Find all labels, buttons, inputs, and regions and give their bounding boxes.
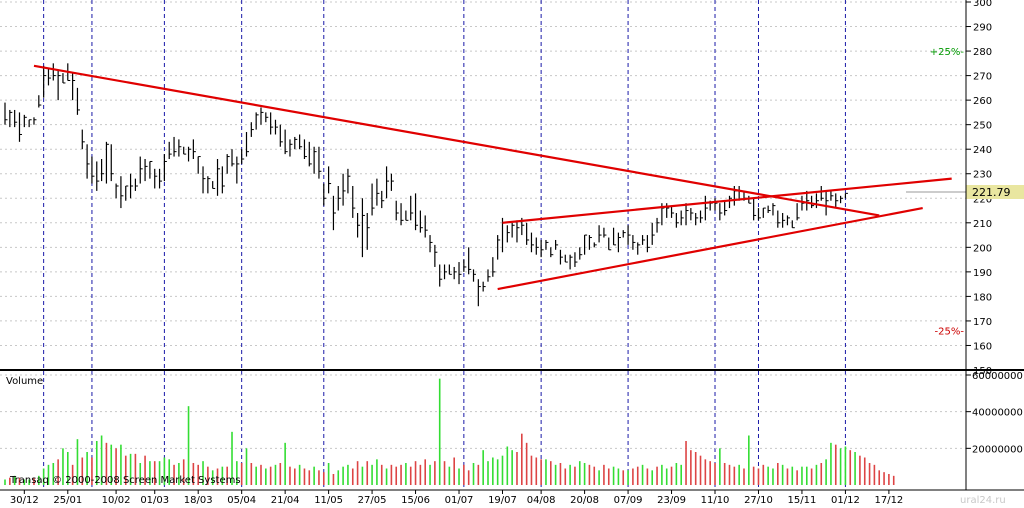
- date-tick-label: 27/05: [358, 495, 387, 506]
- current-price-tag: 221.79: [906, 185, 1024, 199]
- price-tick-label: 170: [973, 317, 992, 328]
- price-grid: [0, 1, 966, 371]
- trendlines: [33, 64, 952, 291]
- date-tick-label: 23/09: [657, 495, 686, 506]
- price-tick-label: 190: [973, 268, 992, 279]
- date-axis: 30/12 25/01 10/02 01/03 18/03 05/04 21/04 11/05…: [10, 490, 903, 506]
- price-tick-label: 250: [973, 121, 992, 132]
- trendline: [497, 206, 923, 291]
- volume-title: Volume: [6, 376, 43, 387]
- price-tick-label: 200: [973, 243, 992, 254]
- price-tick-label: 220: [973, 194, 992, 205]
- date-tick-label: 11/05: [314, 495, 343, 506]
- price-tick-label: 260: [973, 96, 992, 107]
- date-tick-label: 10/02: [102, 495, 131, 506]
- date-tick-label: 30/12: [10, 495, 39, 506]
- price-tick-label: 240: [973, 145, 992, 156]
- price-tick-label: 160: [973, 341, 992, 352]
- trendline: [502, 177, 952, 224]
- date-tick-label: 05/04: [227, 495, 256, 506]
- price-axis: 150 160 170 180 190 200 210 220 230 240 250 260 270 2…: [966, 0, 992, 377]
- date-tick-label: 25/01: [53, 495, 82, 506]
- price-bars: [4, 63, 848, 307]
- price-tick-label: 150: [973, 366, 992, 377]
- price-tick-label: 280: [973, 47, 992, 58]
- copyright-text: Transaq © 2000-2008 Screen Market System…: [9, 475, 241, 486]
- date-tick-label: 01/07: [445, 495, 474, 506]
- date-tick-label: 11/10: [701, 495, 730, 506]
- date-tick-label: 07/09: [614, 495, 643, 506]
- date-tick-label: 04/08: [527, 495, 556, 506]
- price-tick-label: 180: [973, 292, 992, 303]
- current-price-label: 221.79: [972, 186, 1011, 199]
- price-tick-label: 210: [973, 219, 992, 230]
- percent-annotation: -25%-: [935, 327, 965, 338]
- percent-annotations: +25%- -25%-: [930, 47, 965, 338]
- price-tick-label: 300: [973, 0, 992, 9]
- date-tick-label: 27/10: [744, 495, 773, 506]
- price-tick-label: 270: [973, 72, 992, 83]
- date-tick-label: 21/04: [271, 495, 300, 506]
- date-tick-label: 15/11: [788, 495, 817, 506]
- watermark: ural24.ru: [960, 495, 1006, 506]
- date-tick-label: 15/06: [401, 495, 430, 506]
- volume-tick-label: 60000000: [972, 371, 1023, 382]
- volume-tick-label: 40000000: [972, 408, 1023, 419]
- date-tick-label: 01/03: [140, 495, 169, 506]
- price-tick-label: 290: [973, 23, 992, 34]
- date-tick-label: 01/12: [831, 495, 860, 506]
- volume-panel: Volume 20000000 40000000 60000000 Transaq …: [0, 371, 1023, 486]
- price-panel: 150 160 170 180 190 200 210 220 230 240 250 260 270 2…: [0, 0, 1024, 490]
- volume-tick-label: 20000000: [972, 444, 1023, 455]
- date-tick-label: 18/03: [184, 495, 213, 506]
- percent-annotation: +25%-: [930, 47, 965, 58]
- volume-axis: 20000000 40000000 60000000: [966, 371, 1023, 455]
- volume-bars: [4, 378, 895, 485]
- volume-grid: [0, 374, 966, 449]
- date-tick-label: 19/07: [488, 495, 517, 506]
- price-tick-label: 230: [973, 170, 992, 181]
- trendline: [33, 64, 880, 217]
- date-tick-label: 17/12: [874, 495, 903, 506]
- date-tick-label: 20/08: [570, 495, 599, 506]
